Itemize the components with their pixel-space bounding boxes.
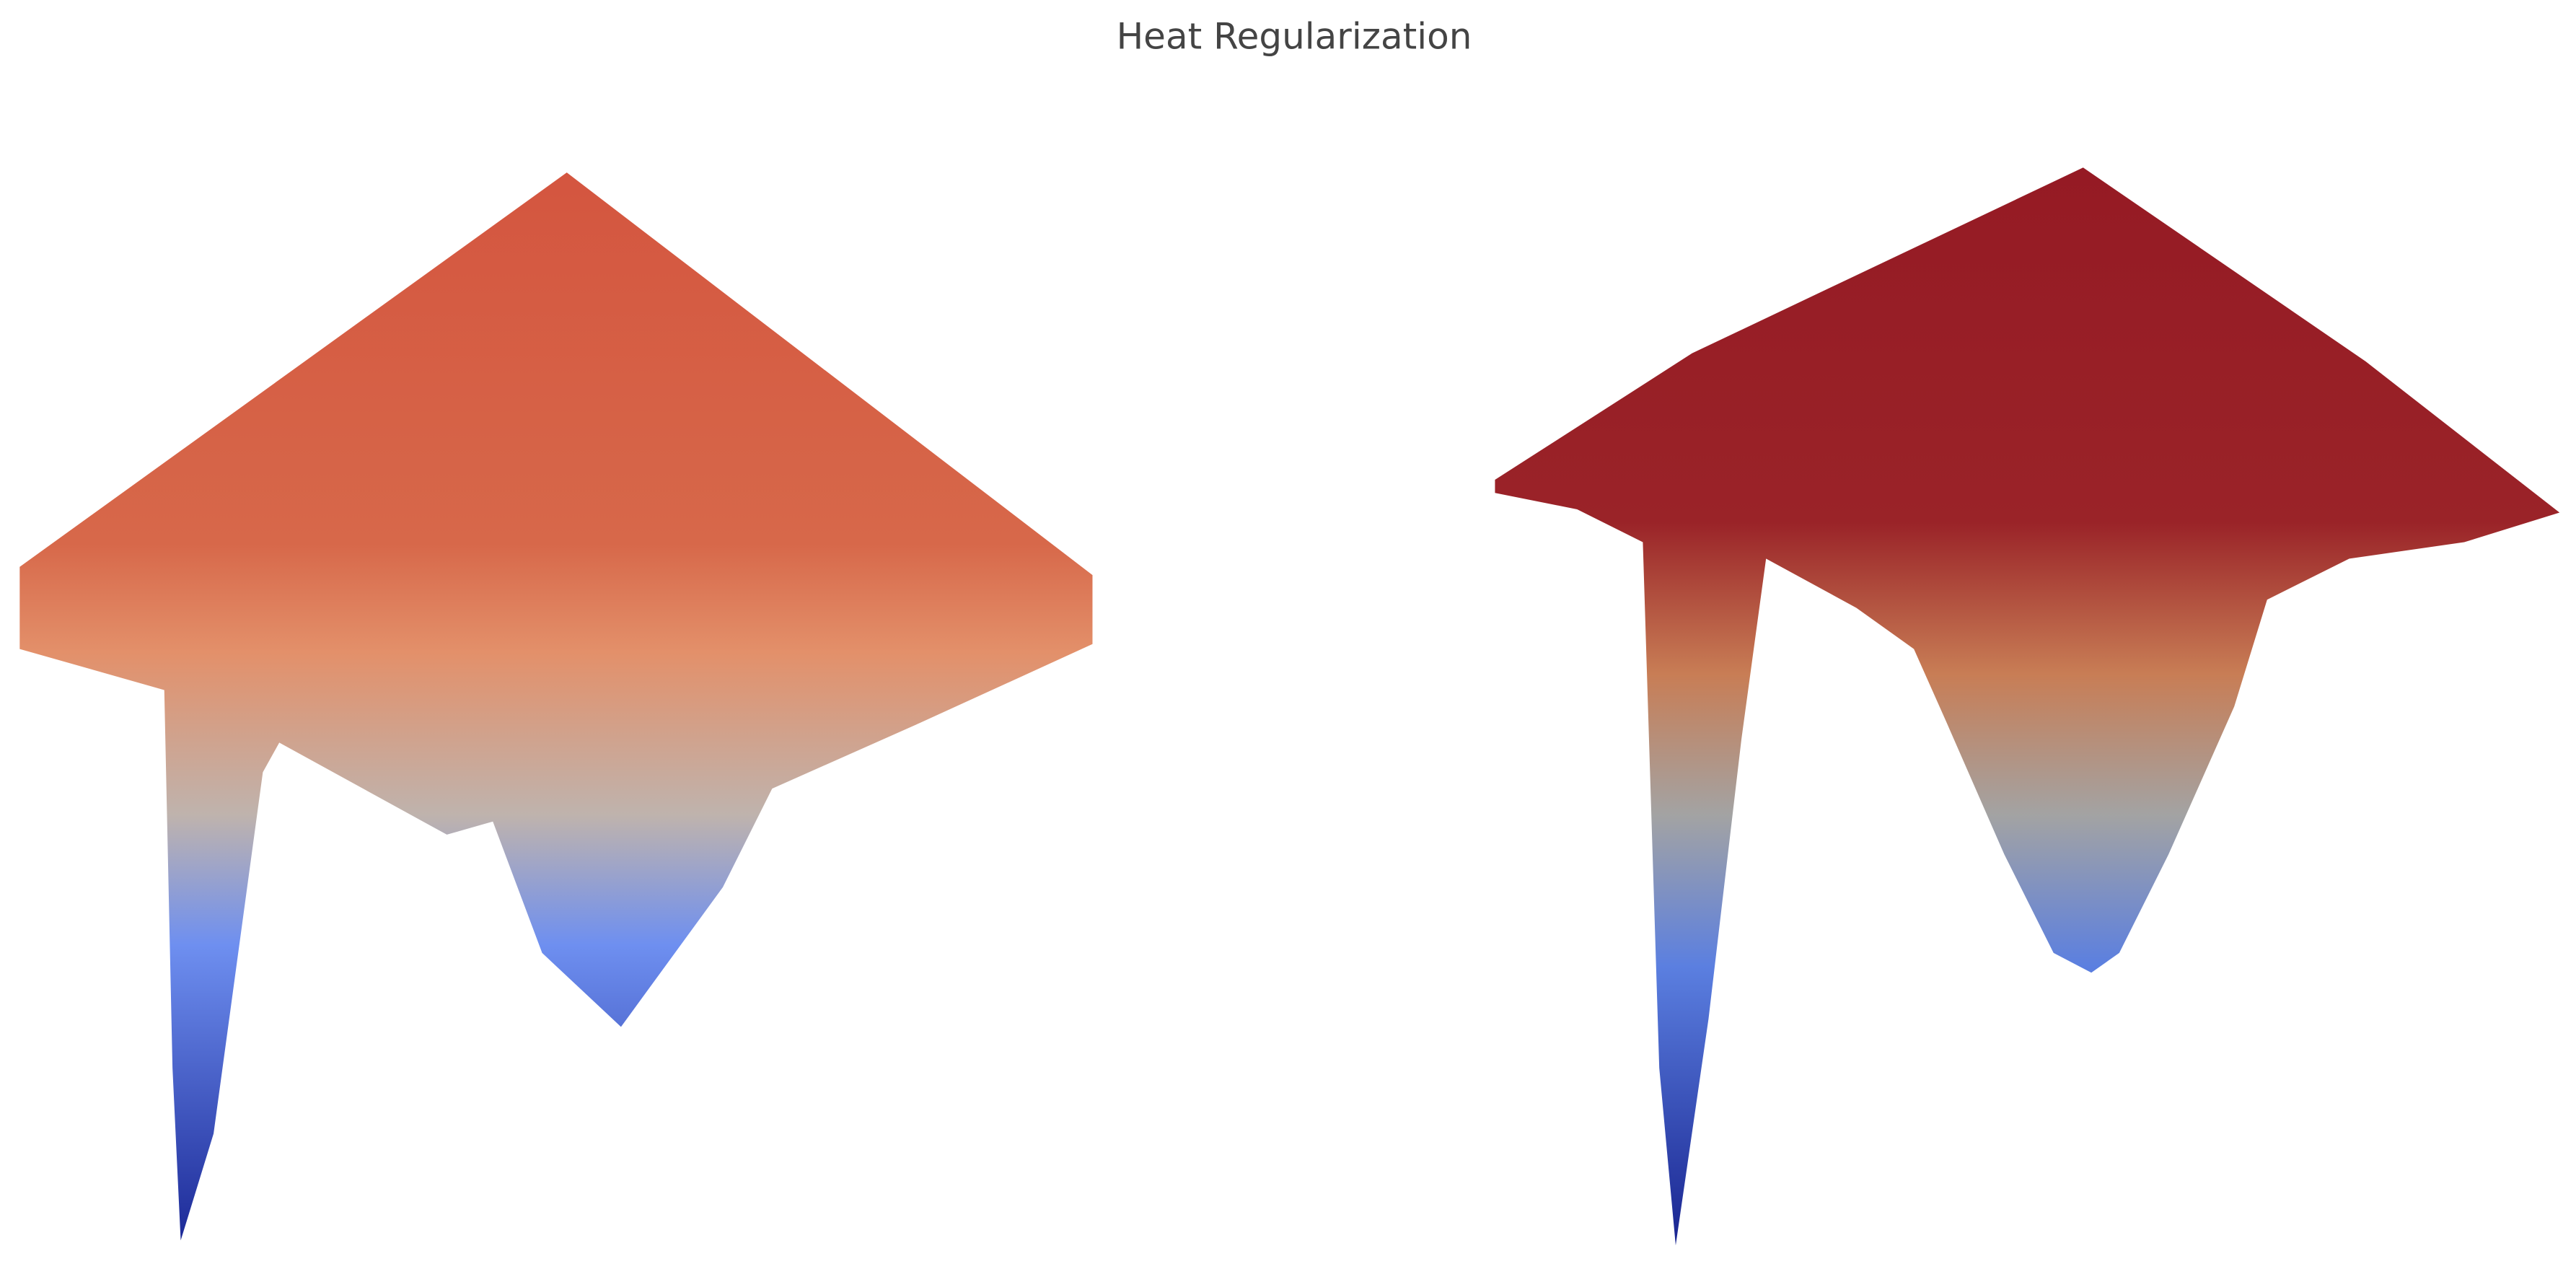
surface	[1495, 167, 2560, 1246]
chart-title: Heat Regularization	[1117, 16, 1472, 58]
surface	[19, 172, 1093, 1241]
plot-area	[19, 167, 2560, 1246]
